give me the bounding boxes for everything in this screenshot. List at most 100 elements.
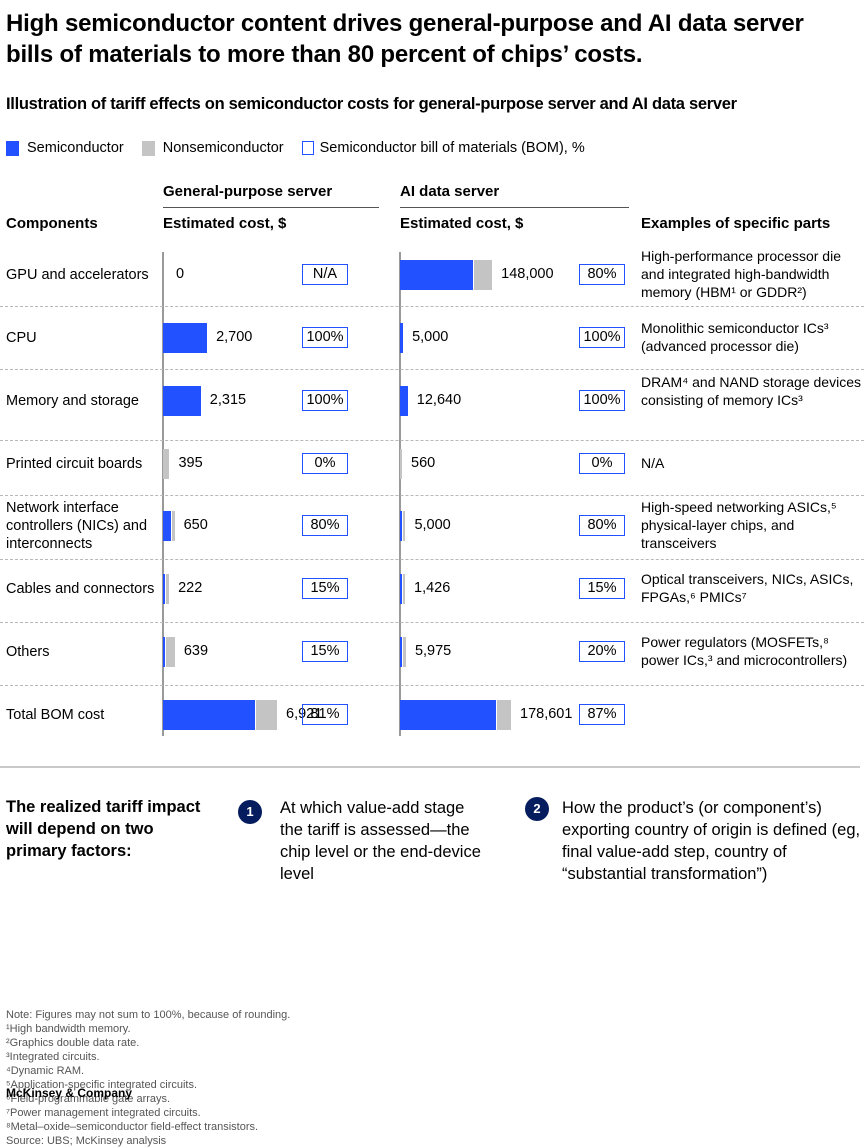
- bar-nonsemiconductor: [400, 449, 402, 479]
- bar-nonsemiconductor: [496, 700, 511, 730]
- bom-percent-box: 100%: [302, 390, 348, 411]
- column-header-ai-cost: Estimated cost, $: [400, 215, 524, 232]
- legend-swatch-semiconductor: [6, 140, 19, 156]
- example-parts-text: DRAM⁴ and NAND storage devices consistin…: [641, 374, 861, 408]
- bar-semiconductor: [400, 574, 402, 604]
- footnote-6: ⁶Field-programmable gate arrays.: [6, 1093, 171, 1105]
- bar-nonsemiconductor: [163, 449, 170, 479]
- bom-percent-box: 80%: [579, 515, 625, 536]
- bar-nonsemiconductor: [403, 574, 405, 604]
- bom-percent-box: 100%: [579, 327, 625, 348]
- bom-percent-box: N/A: [302, 264, 348, 285]
- bar-nonsemiconductor: [255, 700, 277, 730]
- bar-nonsemiconductor: [166, 574, 170, 604]
- cost-value-label: 0: [176, 266, 185, 282]
- bom-percent-box: 100%: [302, 327, 348, 348]
- legend-label-semiconductor: Semiconductor: [27, 140, 124, 156]
- row-label: Cables and connectors: [6, 581, 155, 597]
- legend-swatch-bom: [301, 141, 314, 155]
- cost-value-label: 222: [178, 580, 203, 596]
- legend-item-bom: Semiconductor bill of materials (BOM), %: [301, 140, 585, 156]
- factor-2-badge: 2: [525, 797, 549, 821]
- row-label: Memory and storage: [6, 393, 139, 409]
- footnote-7: ⁷Power management integrated circuits.: [6, 1107, 201, 1119]
- column-header-components: Components: [6, 215, 98, 232]
- footnote-5: ⁵Application-specific integrated circuit…: [6, 1079, 198, 1091]
- footnote-8: ⁸Metal–oxide–semiconductor field-effect …: [6, 1121, 259, 1133]
- column-header-examples: Examples of specific parts: [641, 215, 831, 232]
- ai-axis-line: [399, 252, 401, 736]
- bar-nonsemiconductor: [172, 511, 175, 541]
- example-parts-text: Optical transceivers, NICs, ASICs, FPGAs…: [641, 571, 854, 605]
- row-label: Others: [6, 644, 50, 660]
- bom-percent-box: 80%: [579, 264, 625, 285]
- cost-value-label: 560: [411, 455, 436, 471]
- cost-value-label: 6,921: [286, 706, 323, 722]
- cost-value-label: 12,640: [416, 392, 462, 408]
- cost-value-label: 178,601: [520, 706, 573, 722]
- cost-value-label: 395: [178, 455, 203, 471]
- cost-value-label: 1,426: [414, 580, 451, 596]
- panel-rule-ai: [400, 207, 629, 208]
- footer-brand: McKinsey & Company: [6, 1086, 133, 1100]
- section-divider: [0, 766, 860, 768]
- bar-semiconductor: [163, 511, 172, 541]
- footnote-4: ⁴Dynamic RAM.: [6, 1065, 85, 1077]
- row-label: CPU: [6, 330, 37, 346]
- row-divider: [0, 369, 864, 370]
- row-label: Printed circuit boards: [6, 456, 143, 472]
- cost-value-label: 5,975: [414, 643, 452, 659]
- chart-title: High semiconductor content drives genera…: [6, 10, 804, 68]
- column-header-gp-cost: Estimated cost, $: [163, 215, 287, 232]
- note-line: Note: Figures may not sum to 100%, becau…: [6, 1009, 291, 1021]
- row-divider: [0, 306, 864, 307]
- bom-percent-box: 20%: [579, 641, 625, 662]
- legend-label-nonsemiconductor: Nonsemiconductor: [162, 140, 284, 156]
- legend: Semiconductor Nonsemiconductor Semicondu…: [6, 140, 603, 156]
- bar-semiconductor: [163, 637, 165, 667]
- legend-item-semiconductor: Semiconductor: [6, 140, 124, 156]
- bom-percent-box: 15%: [302, 641, 348, 662]
- bom-percent-box: 80%: [302, 515, 348, 536]
- factors-heading: The realized tariff impact will depend o…: [6, 798, 201, 860]
- bar-semiconductor: [400, 323, 404, 353]
- cost-value-label: 5,000: [414, 517, 451, 533]
- bom-percent-box: 15%: [579, 578, 625, 599]
- row-divider: [0, 622, 864, 623]
- row-divider: [0, 559, 864, 560]
- footnotes: Note: Figures may not sum to 100%, becau…: [6, 1008, 290, 1148]
- cost-value-label: 639: [183, 643, 209, 659]
- gp-axis-line: [162, 252, 164, 736]
- legend-item-nonsemiconductor: Nonsemiconductor: [141, 140, 284, 156]
- example-parts-text: N/A: [641, 455, 665, 471]
- cost-value-label: 148,000: [501, 266, 554, 282]
- factor-1-text: At which value-add stage the tariff is a…: [280, 799, 481, 883]
- bar-nonsemiconductor: [473, 260, 493, 290]
- row-label: GPU and accelerators: [6, 267, 149, 283]
- panel-rule-gp: [163, 207, 379, 208]
- bar-semiconductor: [400, 386, 408, 416]
- bar-semiconductor: [163, 323, 208, 353]
- bar-semiconductor: [400, 637, 402, 667]
- bar-nonsemiconductor: [166, 637, 175, 667]
- factor-1-badge: 1: [238, 800, 262, 824]
- bar-semiconductor: [163, 700, 255, 730]
- example-parts-text: Power regulators (MOSFETs,⁸ power ICs,³ …: [641, 634, 848, 668]
- legend-swatch-nonsemiconductor: [141, 140, 155, 156]
- row-label: Total BOM cost: [6, 707, 105, 723]
- bar-semiconductor: [163, 386, 201, 416]
- bom-percent-box: 81%: [302, 704, 348, 725]
- bar-semiconductor: [163, 574, 165, 604]
- footnote-1: ¹High bandwidth memory.: [6, 1023, 131, 1035]
- row-divider: [0, 685, 864, 686]
- bar-nonsemiconductor: [403, 637, 406, 667]
- cost-value-label: 650: [183, 517, 208, 533]
- footnote-3: ³Integrated circuits.: [6, 1051, 100, 1063]
- panel-title-ai-server: AI data server: [400, 183, 500, 200]
- row-divider: [0, 495, 864, 496]
- bar-nonsemiconductor: [403, 511, 406, 541]
- legend-label-bom: Semiconductor bill of materials (BOM), %: [319, 140, 585, 156]
- row-divider: [0, 440, 864, 441]
- source-line: Source: UBS; McKinsey analysis: [6, 1135, 167, 1147]
- cost-value-label: 2,315: [209, 392, 247, 408]
